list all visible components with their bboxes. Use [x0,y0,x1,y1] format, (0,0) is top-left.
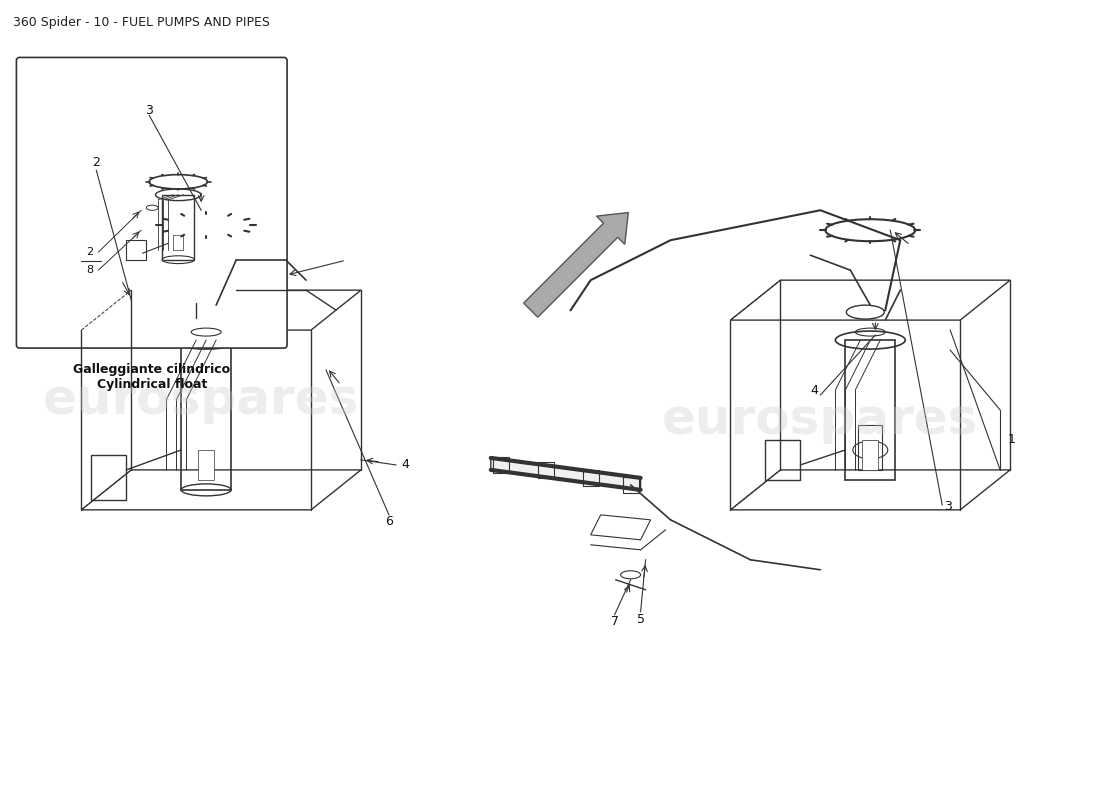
Text: 3: 3 [145,104,153,117]
Polygon shape [491,458,640,490]
Text: Cylindrical float: Cylindrical float [97,378,207,391]
Text: eurospares: eurospares [662,396,979,444]
Bar [198,450,214,480]
Bar [91,455,127,500]
Text: 4: 4 [400,458,409,471]
Text: 2: 2 [86,247,92,257]
Bar [538,462,553,478]
Bar [583,470,598,486]
Text: 7: 7 [610,615,618,628]
Text: 1: 1 [1008,434,1016,446]
Bar [766,440,801,480]
Bar [182,340,231,490]
Text: Galleggiante cilindrico: Galleggiante cilindrico [74,363,230,376]
FancyBboxPatch shape [16,58,287,348]
Text: 5: 5 [637,614,645,626]
Bar [173,235,184,250]
FancyArrow shape [524,213,628,317]
Text: 6: 6 [385,515,393,528]
Bar [858,425,882,470]
Bar [845,340,895,480]
Bar [162,194,195,260]
Text: 8: 8 [86,265,92,275]
Bar [493,457,509,473]
Bar [623,477,639,493]
Text: 2: 2 [92,156,100,169]
Text: 360 Spider - 10 - FUEL PUMPS AND PIPES: 360 Spider - 10 - FUEL PUMPS AND PIPES [13,15,271,29]
Text: 3: 3 [944,500,953,514]
Text: eurospares: eurospares [43,376,360,424]
Bar [862,440,878,470]
Text: 4: 4 [811,383,818,397]
Bar [126,240,145,260]
